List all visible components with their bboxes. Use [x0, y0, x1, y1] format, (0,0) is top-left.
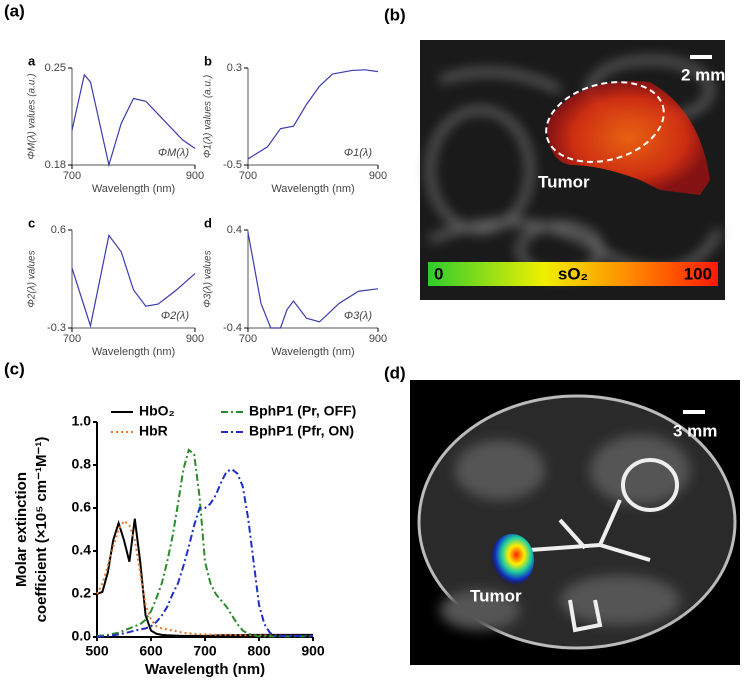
curve-label: Φ3(λ) — [344, 310, 372, 322]
legend-label: HbR — [139, 423, 168, 439]
legend-label: HbO₂ — [139, 403, 175, 419]
x-axis-label: Wavelength (nm) — [271, 346, 354, 358]
subpanel-label: a — [28, 53, 36, 68]
y-tick-label: 0.18 — [45, 159, 66, 171]
x-tick-label: 700 — [239, 333, 257, 345]
panel-label: (d) — [384, 363, 406, 382]
colorbar-min: 0 — [434, 264, 443, 283]
y-tick-label: 0.6 — [72, 499, 92, 515]
y-axis-label: ΦM(λ) values (a.u.) — [27, 73, 38, 159]
legend-label: BphP1 (Pfr, ON) — [249, 423, 354, 439]
subpanel-label: b — [204, 53, 212, 68]
y-axis-label: Molar extinction — [13, 472, 30, 587]
y-tick-label: -0.4 — [223, 322, 242, 334]
x-tick-label: 900 — [186, 170, 204, 182]
y-tick-label: 0.3 — [227, 62, 242, 74]
line-series — [96, 519, 313, 637]
y-tick-label: 0.0 — [72, 628, 92, 644]
panel-label: (c) — [4, 359, 25, 378]
colorbar-label: sO₂ — [558, 264, 588, 283]
y-tick-label: 0.4 — [227, 224, 242, 236]
line-series — [96, 518, 313, 637]
x-tick-label: 700 — [63, 170, 81, 182]
y-tick-label: 0.25 — [45, 62, 66, 74]
line-series — [247, 232, 379, 329]
photoacoustic-image-b — [420, 40, 725, 300]
x-tick-label: 600 — [139, 643, 163, 659]
x-axis-label: Wavelength (nm) — [145, 661, 265, 678]
y-tick-label: 0.2 — [72, 585, 92, 601]
y-tick-label: 0.8 — [72, 456, 92, 472]
x-tick-label: 700 — [63, 333, 81, 345]
colorbar-max: 100 — [684, 264, 712, 283]
line-series — [71, 73, 196, 168]
x-tick-label: 500 — [85, 643, 109, 659]
y-tick-label: 0.6 — [51, 224, 66, 236]
tumor-label: Tumor — [538, 172, 590, 191]
curve-label: ΦM(λ) — [158, 147, 189, 159]
line-series — [96, 468, 313, 638]
x-tick-label: 700 — [239, 170, 257, 182]
y-axis-label: Φ1(λ) values (a.u.) — [203, 75, 214, 158]
y-tick-label: -0.3 — [47, 322, 66, 334]
x-tick-label: 900 — [369, 333, 387, 345]
y-tick-label: 1.0 — [72, 413, 92, 429]
photoacoustic-image-d — [410, 380, 740, 665]
x-tick-label: 900 — [369, 170, 387, 182]
x-axis-label: Wavelength (nm) — [92, 183, 175, 195]
subpanel-label: d — [204, 215, 212, 230]
curve-label: Φ1(λ) — [344, 147, 372, 159]
y-tick-label: 0.4 — [72, 542, 92, 558]
x-tick-label: 900 — [186, 333, 204, 345]
line-series — [96, 448, 313, 638]
y-axis-label: Φ3(λ) values — [203, 250, 214, 307]
y-axis-label: Φ2(λ) values — [27, 250, 38, 307]
x-tick-label: 900 — [301, 643, 325, 659]
scale-label: 3 mm — [673, 421, 717, 440]
tumor-label: Tumor — [470, 586, 522, 605]
x-axis-label: Wavelength (nm) — [92, 346, 175, 358]
scale-label: 2 mm — [681, 65, 725, 84]
line-series — [71, 234, 196, 329]
panel-label: (a) — [4, 1, 25, 20]
y-axis-label: coefficient (×10⁵ cm⁻¹M⁻¹) — [33, 437, 50, 623]
y-tick-label: -0.5 — [223, 159, 242, 171]
subpanel-label: c — [28, 215, 35, 230]
x-tick-label: 700 — [193, 643, 217, 659]
curve-label: Φ2(λ) — [161, 310, 189, 322]
panel-label: (b) — [384, 5, 406, 24]
x-tick-label: 800 — [247, 643, 271, 659]
legend-label: BphP1 (Pr, OFF) — [249, 403, 356, 419]
x-axis-label: Wavelength (nm) — [271, 183, 354, 195]
line-series — [247, 69, 379, 160]
